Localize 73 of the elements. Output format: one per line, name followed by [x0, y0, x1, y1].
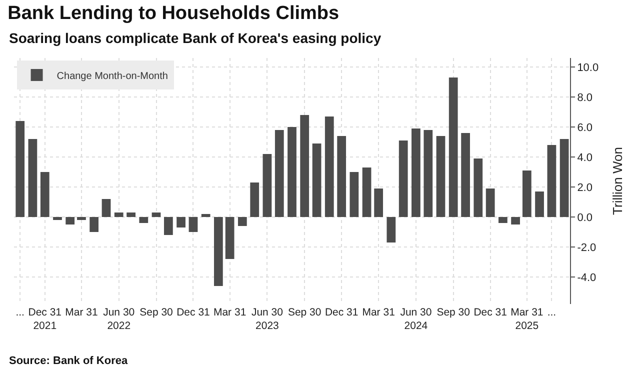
x-tick-label: Jun 30 2024 [400, 306, 432, 332]
bar [152, 212, 161, 217]
chart-title: Bank Lending to Households Climbs [8, 2, 340, 24]
bar [176, 217, 186, 228]
bar [238, 217, 247, 226]
bar [374, 188, 384, 217]
bar [66, 217, 75, 224]
y-tick-label: -4.0 [577, 272, 596, 284]
bar [139, 217, 148, 223]
x-tick-label: Mar 31 [362, 306, 396, 318]
x-tick-label: Jun 30 2022 [103, 306, 135, 332]
bar [188, 217, 198, 232]
y-tick-label: 0.0 [577, 212, 592, 224]
y-tick-label: 8.0 [577, 92, 592, 104]
bar [250, 182, 260, 217]
y-axis-title: Trillion Won [610, 147, 626, 215]
bar [386, 217, 396, 242]
bar [461, 133, 470, 217]
x-tick-label: Sep 30 [436, 306, 470, 318]
bar [16, 121, 25, 217]
bar [486, 188, 495, 217]
bar [412, 128, 420, 217]
bar [324, 116, 334, 217]
bar [90, 217, 99, 232]
x-tick-label: Dec 31 [324, 306, 358, 318]
bar [498, 217, 508, 223]
bar [424, 130, 433, 217]
bar [28, 139, 38, 217]
x-tick-label: ... [547, 306, 556, 318]
y-tick-label: 2.0 [577, 182, 592, 194]
x-tick-label: Sep 30 [140, 306, 174, 318]
x-tick-label: Sep 30 [288, 306, 322, 318]
bar [102, 199, 111, 217]
y-tick-label: 10.0 [577, 62, 599, 74]
legend-label: Change Month-on-Month [56, 70, 168, 82]
chart-subtitle: Soaring loans complicate Bank of Korea's easing policy [9, 30, 382, 46]
bar [288, 127, 296, 217]
bar [114, 212, 124, 217]
bar [362, 168, 372, 217]
bar [214, 217, 223, 286]
x-tick-label: Jun 30 2023 [251, 306, 284, 332]
x-tick-label: Dec 31 [176, 306, 210, 318]
x-tick-label: ... [16, 306, 24, 318]
source-note: Source: Bank of Korea [9, 355, 128, 366]
bar [398, 140, 408, 217]
x-tick-label: Mar 31 2025 [510, 306, 544, 332]
bar [547, 145, 556, 217]
bar [337, 136, 346, 217]
bar [511, 217, 520, 224]
bar [126, 212, 136, 217]
bar [436, 136, 446, 217]
bar [522, 170, 532, 217]
bar [474, 158, 483, 217]
y-tick-label: 4.0 [577, 152, 592, 164]
x-tick-label: Dec 31 [474, 306, 508, 318]
bar [274, 130, 284, 217]
bar [312, 144, 322, 217]
bar [262, 154, 272, 217]
x-tick-label: Mar 31 [213, 306, 246, 318]
x-tick-label: Mar 31 [65, 306, 98, 318]
bar [350, 172, 359, 217]
bar [53, 217, 62, 220]
x-tick-label: Dec 31 2021 [28, 306, 62, 332]
bar [300, 115, 310, 217]
bar [201, 214, 210, 217]
bar [164, 217, 173, 235]
bar [535, 192, 544, 217]
bar [225, 217, 234, 259]
bar [448, 78, 458, 217]
y-tick-label: -2.0 [577, 242, 596, 254]
y-tick-label: 6.0 [577, 122, 592, 134]
bar [40, 172, 50, 217]
bar [77, 217, 86, 220]
